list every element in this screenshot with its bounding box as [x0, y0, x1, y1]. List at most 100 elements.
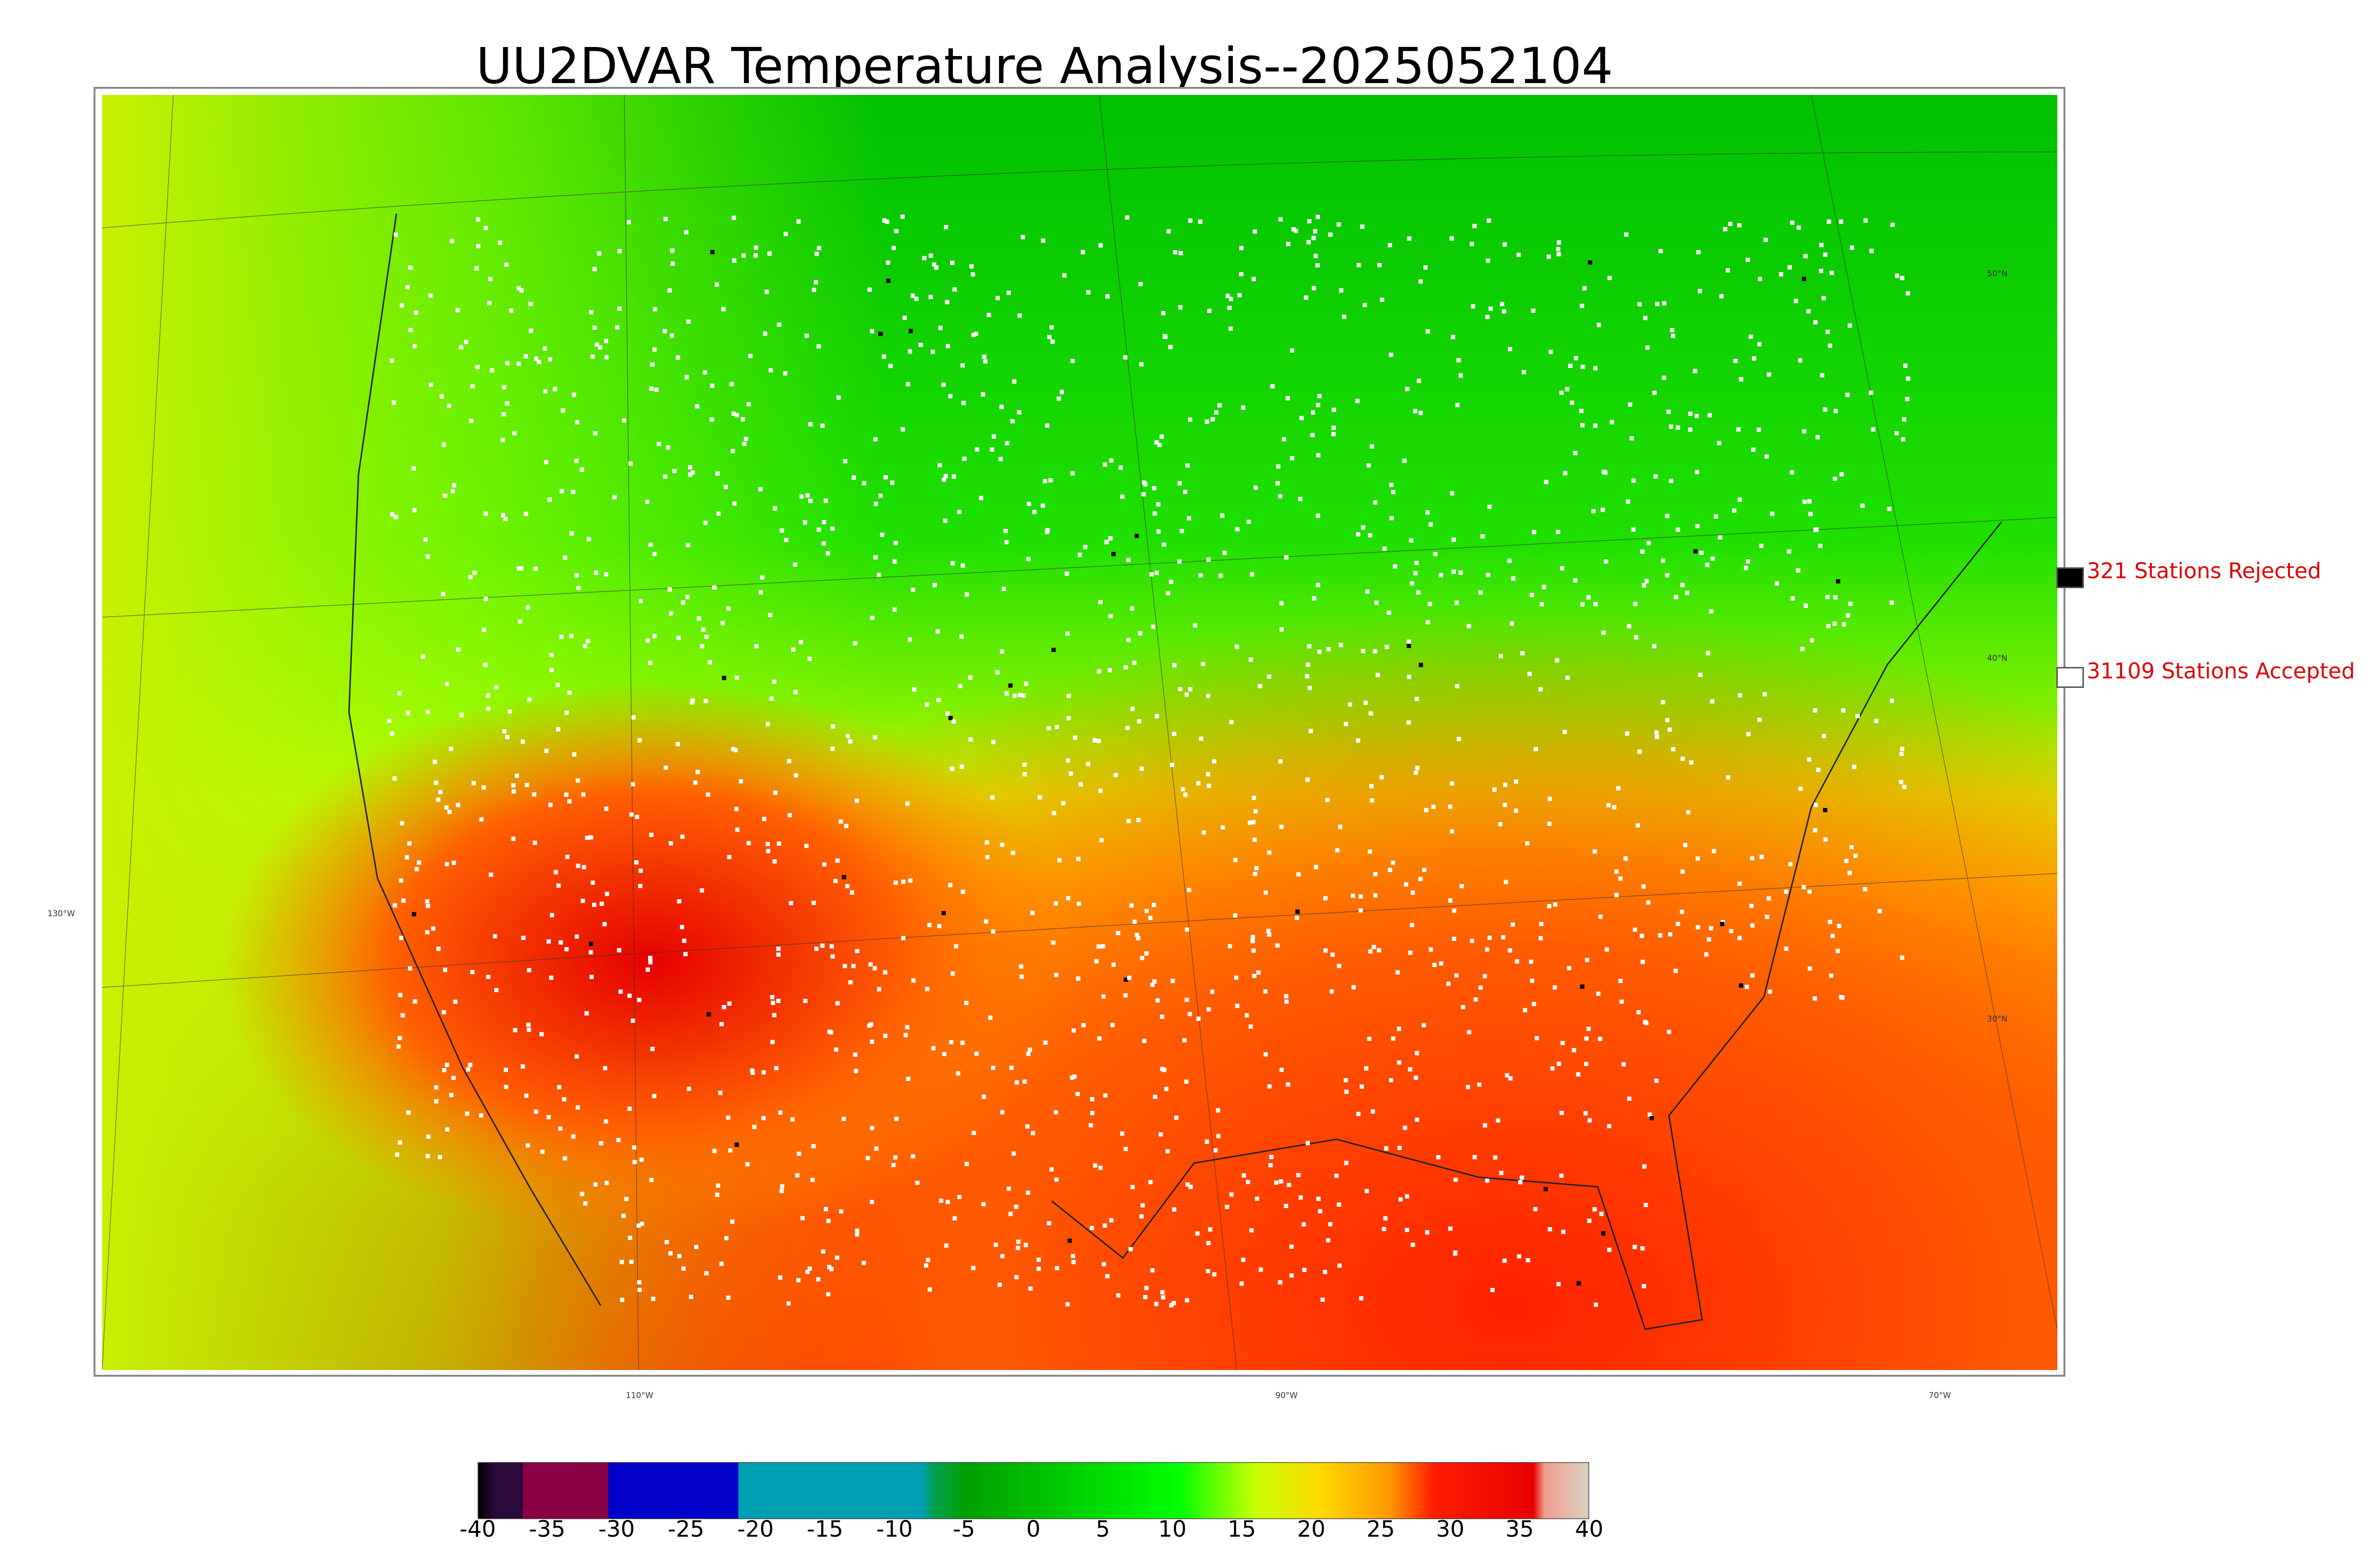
accepted-station-marker — [724, 1236, 729, 1240]
accepted-station-marker — [1717, 441, 1722, 445]
accepted-station-marker — [433, 760, 437, 764]
accepted-station-marker — [1414, 1051, 1419, 1055]
accepted-station-marker — [1820, 373, 1825, 377]
accepted-station-marker — [1665, 718, 1670, 723]
accepted-station-marker — [592, 267, 597, 272]
accepted-station-marker — [1470, 242, 1474, 246]
accepted-station-marker — [1090, 1111, 1094, 1116]
accepted-station-marker — [741, 254, 746, 258]
accepted-station-marker — [768, 613, 772, 617]
accepted-station-marker — [1187, 1012, 1192, 1016]
accepted-station-marker — [563, 1156, 567, 1161]
accepted-station-marker — [1389, 482, 1394, 487]
accepted-station-marker — [670, 248, 675, 253]
accepted-station-marker — [1217, 403, 1222, 408]
accepted-station-marker — [1234, 644, 1239, 649]
accepted-station-marker — [1556, 1061, 1561, 1066]
accepted-station-marker — [1268, 1163, 1273, 1167]
accepted-station-marker — [518, 620, 522, 624]
accepted-station-marker — [561, 408, 565, 413]
accepted-station-marker — [1905, 397, 1910, 402]
rejected-station-marker — [1051, 648, 1056, 652]
accepted-station-marker — [399, 936, 404, 940]
accepted-station-marker — [1316, 1196, 1321, 1201]
accepted-station-marker — [814, 947, 819, 951]
accepted-station-marker — [1803, 254, 1808, 258]
accepted-station-marker — [886, 260, 890, 265]
accepted-station-marker — [1739, 377, 1743, 382]
accepted-station-marker — [1901, 437, 1905, 441]
accepted-station-marker — [676, 636, 681, 640]
accepted-station-marker — [663, 765, 668, 770]
accepted-station-marker — [1863, 887, 1867, 892]
accepted-station-marker — [950, 766, 954, 771]
accepted-station-marker — [777, 841, 782, 846]
accepted-station-marker — [1061, 801, 1065, 806]
accepted-station-marker — [475, 365, 480, 369]
accepted-station-marker — [572, 393, 576, 397]
accepted-station-marker — [1021, 693, 1026, 698]
accepted-station-marker — [1472, 1155, 1477, 1159]
lat-label-30n: 30°N — [1987, 1014, 2007, 1024]
accepted-station-marker — [405, 711, 410, 715]
accepted-station-marker — [556, 727, 561, 732]
accepted-station-marker — [1768, 989, 1772, 994]
accepted-station-marker — [1278, 494, 1282, 498]
accepted-station-marker — [1502, 309, 1507, 314]
accepted-station-marker — [1233, 858, 1238, 863]
accepted-station-marker — [1369, 784, 1374, 789]
accepted-station-marker — [1178, 251, 1183, 255]
accepted-station-marker — [1483, 1123, 1488, 1128]
accepted-station-marker — [826, 551, 830, 555]
accepted-station-marker — [1218, 573, 1223, 578]
accepted-station-marker — [521, 936, 526, 940]
accepted-station-marker — [687, 1087, 691, 1091]
accepted-station-marker — [1206, 1269, 1210, 1274]
accepted-station-marker — [1448, 804, 1452, 809]
accepted-station-marker — [1765, 914, 1770, 919]
accepted-station-marker — [550, 913, 555, 918]
accepted-station-marker — [1172, 663, 1177, 667]
accepted-station-marker — [1097, 669, 1102, 674]
accepted-station-marker — [927, 923, 932, 927]
accepted-station-marker — [754, 253, 758, 258]
accepted-station-marker — [1680, 756, 1685, 761]
accepted-station-marker — [1683, 843, 1687, 847]
accepted-station-marker — [604, 892, 609, 896]
accepted-station-marker — [688, 472, 693, 477]
accepted-station-marker — [1538, 687, 1543, 692]
accepted-station-marker — [470, 970, 475, 975]
accepted-station-marker — [1705, 563, 1710, 567]
accepted-station-marker — [1358, 894, 1363, 899]
accepted-station-marker — [935, 629, 940, 634]
accepted-station-marker — [1248, 1024, 1253, 1029]
accepted-station-marker — [795, 1173, 800, 1178]
accepted-station-marker — [1565, 676, 1570, 680]
accepted-station-marker — [1403, 1126, 1407, 1130]
accepted-station-marker — [581, 792, 585, 797]
accepted-station-marker — [1201, 830, 1206, 835]
accepted-station-marker — [1451, 937, 1456, 941]
accepted-station-marker — [1102, 1223, 1107, 1228]
accepted-station-marker — [1179, 529, 1184, 534]
accepted-station-marker — [748, 354, 753, 358]
accepted-station-marker — [1714, 514, 1718, 519]
accepted-station-marker — [414, 310, 418, 315]
rejected-station-marker — [1576, 1281, 1581, 1286]
accepted-station-marker — [1582, 286, 1587, 291]
accepted-station-marker — [1308, 685, 1312, 690]
accepted-station-marker — [1550, 1066, 1555, 1071]
accepted-station-marker — [444, 862, 449, 866]
accepted-station-marker — [1318, 1209, 1322, 1213]
accepted-station-marker — [805, 493, 810, 498]
accepted-station-marker — [1573, 578, 1578, 583]
accepted-station-marker — [949, 1040, 953, 1044]
accepted-station-marker — [604, 807, 609, 811]
accepted-station-marker — [1320, 1297, 1325, 1302]
accepted-station-marker — [1323, 896, 1328, 901]
accepted-station-marker — [1055, 1266, 1059, 1270]
accepted-station-marker — [1206, 557, 1211, 562]
accepted-station-marker — [1373, 500, 1377, 505]
accepted-station-marker — [1478, 986, 1483, 990]
accepted-station-marker — [1798, 358, 1802, 363]
